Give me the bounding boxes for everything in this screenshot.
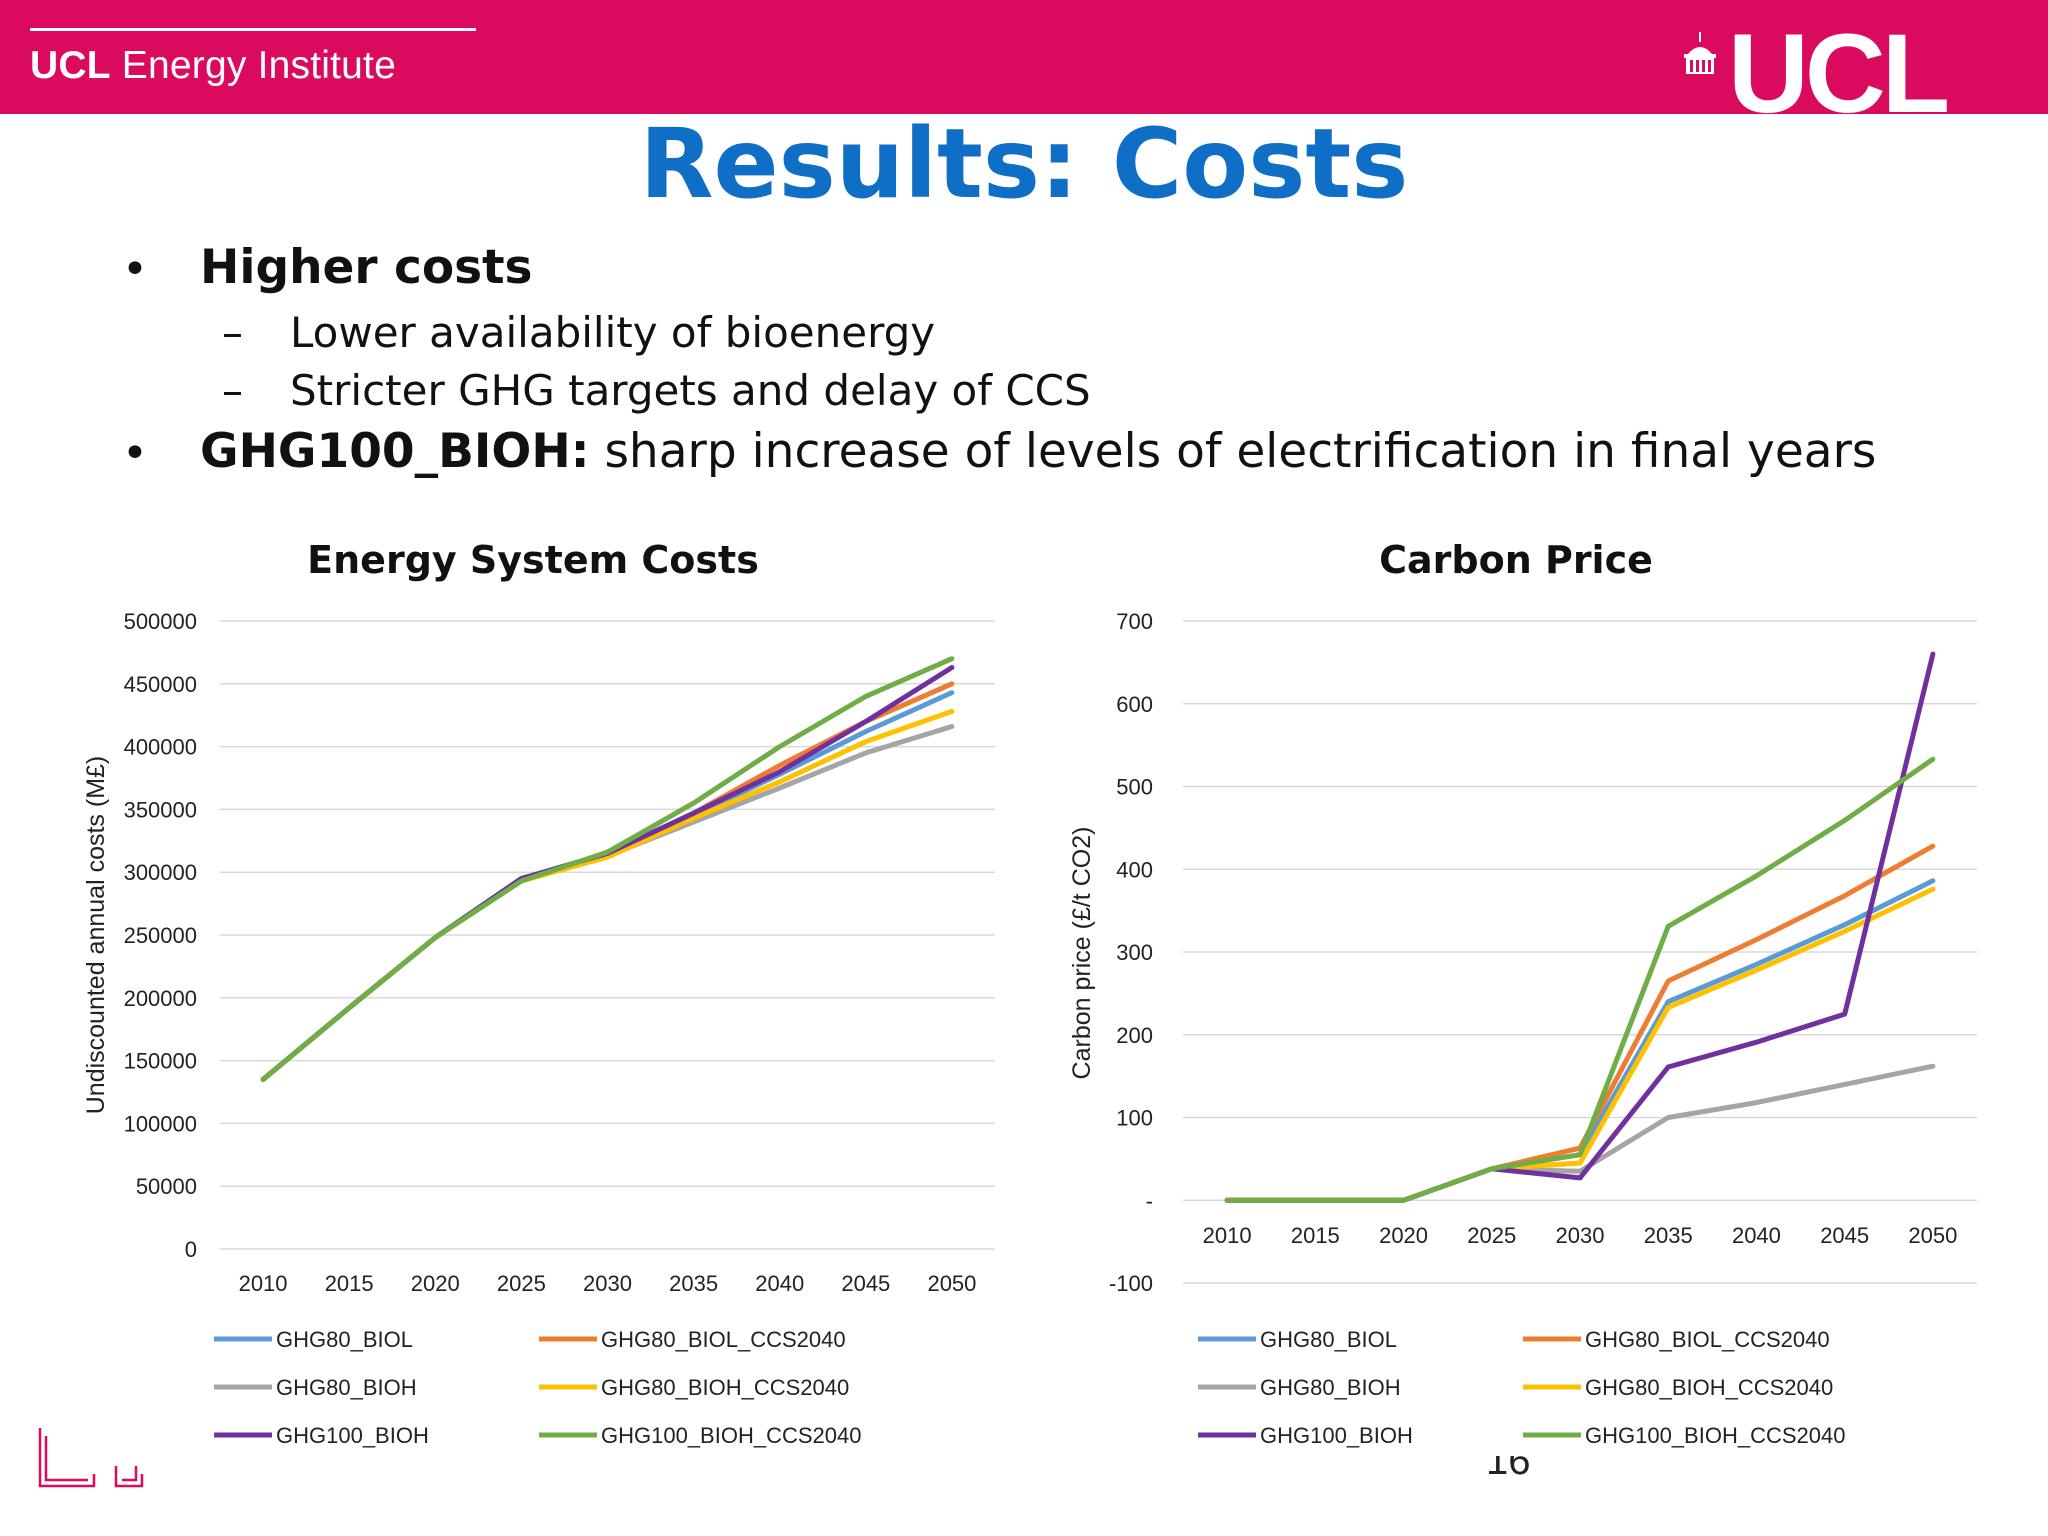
y-tick-label: 500 bbox=[1116, 775, 1153, 800]
y-tick-label: 100 bbox=[1116, 1106, 1153, 1131]
y-tick-label: 350000 bbox=[124, 797, 197, 822]
series-line-ghg100-bioh-ccs2040 bbox=[1224, 756, 1936, 1203]
x-tick-label: 2030 bbox=[1556, 1223, 1605, 1248]
x-tick-label: 2020 bbox=[411, 1271, 460, 1296]
x-tick-label: 2020 bbox=[1379, 1223, 1428, 1248]
x-tick-label: 2025 bbox=[1467, 1223, 1516, 1248]
corner-decoration bbox=[38, 1428, 144, 1488]
x-tick-label: 2015 bbox=[325, 1271, 374, 1296]
y-tick-label: - bbox=[1146, 1188, 1153, 1213]
chart-title: Energy System Costs bbox=[307, 538, 759, 582]
x-tick-label: 2010 bbox=[1203, 1223, 1252, 1248]
legend-label: GHG80_BIOL_CCS2040 bbox=[601, 1327, 846, 1352]
y-tick-label: 700 bbox=[1116, 609, 1153, 634]
y-tick-label: 150000 bbox=[124, 1049, 197, 1074]
series-line-ghg80-biol-ccs2040 bbox=[1224, 843, 1936, 1203]
sub-bullet-ghg-targets: Stricter GHG targets and delay of CCS bbox=[290, 366, 1091, 415]
y-tick-label: 300 bbox=[1116, 940, 1153, 965]
y-tick-label: 100000 bbox=[124, 1111, 197, 1136]
y-tick-label: 50000 bbox=[136, 1174, 197, 1199]
ucl-logo-text: UCL bbox=[1728, 28, 1947, 114]
y-tick-label: 200000 bbox=[124, 986, 197, 1011]
page-number: 16 bbox=[1486, 1456, 1531, 1482]
y-axis-label: Undiscounted annual costs (M£) bbox=[82, 756, 110, 1115]
legend-label: GHG80_BIOH_CCS2040 bbox=[601, 1375, 849, 1400]
y-tick-label: 200 bbox=[1116, 1023, 1153, 1048]
legend-label: GHG80_BIOH bbox=[1260, 1375, 1401, 1400]
y-tick-label: 450000 bbox=[124, 672, 197, 697]
x-tick-label: 2035 bbox=[669, 1271, 718, 1296]
slide-title: Results: Costs bbox=[639, 108, 1409, 220]
header-banner: UCL Energy Institute UCL bbox=[0, 0, 2048, 114]
y-tick-label: 400 bbox=[1116, 857, 1153, 882]
x-tick-label: 2050 bbox=[927, 1271, 976, 1296]
x-tick-label: 2040 bbox=[755, 1271, 804, 1296]
legend-label: GHG80_BIOL_CCS2040 bbox=[1585, 1327, 1830, 1352]
x-tick-label: 2040 bbox=[1732, 1223, 1781, 1248]
y-tick-label: 300000 bbox=[124, 860, 197, 885]
bullet-ghg100-bioh: GHG100_BIOH: sharp increase of levels of… bbox=[200, 424, 1877, 479]
ucl-logo: UCL bbox=[1684, 28, 1951, 114]
legend-label: GHG100_BIOH_CCS2040 bbox=[601, 1423, 861, 1448]
dash-marker: – bbox=[222, 366, 243, 415]
legend-label: GHG100_BIOH_CCS2040 bbox=[1585, 1423, 1845, 1448]
y-tick-label: 250000 bbox=[124, 923, 197, 948]
legend-label: GHG80_BIOL bbox=[276, 1327, 413, 1352]
legend-label: GHG80_BIOL bbox=[1260, 1327, 1397, 1352]
x-tick-label: 2045 bbox=[1820, 1223, 1869, 1248]
series-line-ghg100-bioh-ccs2040 bbox=[260, 656, 955, 1082]
y-tick-label: 500000 bbox=[124, 609, 197, 634]
sub-bullet-bioenergy: Lower availability of bioenergy bbox=[290, 308, 936, 357]
legend-label: GHG80_BIOH bbox=[276, 1375, 417, 1400]
y-tick-label: 600 bbox=[1116, 692, 1153, 717]
legend-label: GHG100_BIOH bbox=[1260, 1423, 1413, 1448]
y-tick-label: 0 bbox=[185, 1237, 197, 1262]
legend-label: GHG80_BIOH_CCS2040 bbox=[1585, 1375, 1833, 1400]
header-rule bbox=[30, 28, 476, 31]
chart-title: Carbon Price bbox=[1379, 538, 1653, 582]
y-tick-label: 400000 bbox=[124, 735, 197, 760]
bullet-higher-costs: Higher costs bbox=[200, 240, 533, 295]
x-tick-label: 2025 bbox=[497, 1271, 546, 1296]
x-tick-label: 2030 bbox=[583, 1271, 632, 1296]
bullet-marker: • bbox=[122, 244, 148, 295]
dash-marker: – bbox=[222, 308, 243, 357]
bullet-marker: • bbox=[122, 428, 148, 479]
y-axis-label: Carbon price (£/t CO2) bbox=[1068, 827, 1096, 1080]
x-tick-label: 2015 bbox=[1291, 1223, 1340, 1248]
institute-name: UCL Energy Institute bbox=[30, 44, 396, 87]
x-tick-label: 2045 bbox=[841, 1271, 890, 1296]
x-tick-label: 2010 bbox=[239, 1271, 288, 1296]
legend-label: GHG100_BIOH bbox=[276, 1423, 429, 1448]
series-line-ghg100-bioh bbox=[1224, 651, 1936, 1203]
x-tick-label: 2050 bbox=[1908, 1223, 1957, 1248]
y-tick-label: -100 bbox=[1109, 1271, 1153, 1296]
x-tick-label: 2035 bbox=[1644, 1223, 1693, 1248]
